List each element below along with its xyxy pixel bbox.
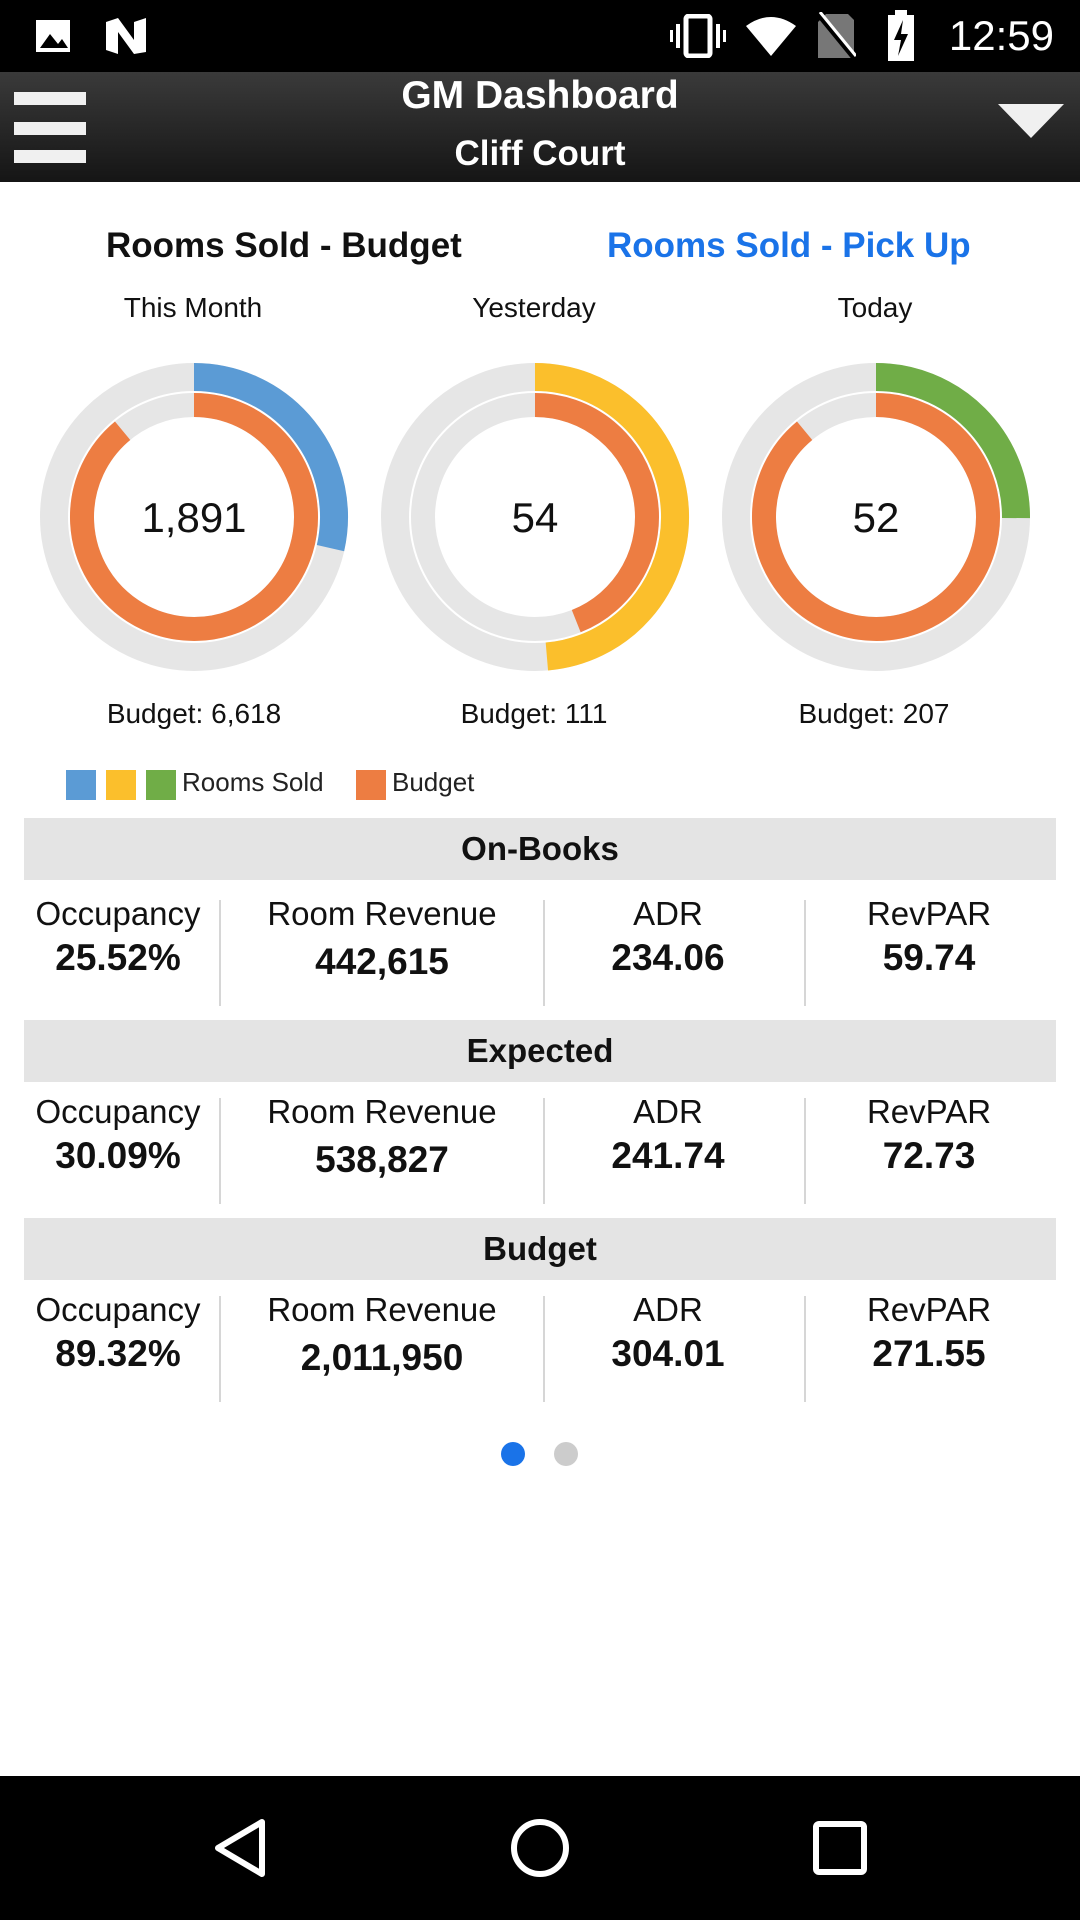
metric-occupancy: Occupancy 89.32%: [35, 1291, 201, 1374]
metric-room-revenue: Room Revenue 2,011,950: [267, 1291, 497, 1378]
page-indicator-dot-1[interactable]: [501, 1442, 525, 1466]
page-indicator-dot-2[interactable]: [554, 1442, 578, 1466]
donut-center-value: 52: [853, 494, 900, 541]
metric-occupancy: Occupancy 30.09%: [35, 1093, 201, 1176]
triangle-down-icon: [998, 104, 1064, 138]
back-icon: [215, 1819, 265, 1877]
back-button[interactable]: [190, 1798, 290, 1898]
budget-label-this-month: Budget: 6,618: [106, 698, 282, 729]
column-divider: [543, 900, 545, 1006]
metric-adr: ADR 304.01: [611, 1291, 725, 1374]
period-label-yesterday: Yesterday: [472, 292, 596, 323]
column-divider: [804, 1098, 806, 1204]
donut-center-value: 54: [512, 494, 559, 541]
donut-center-value: 1,891: [141, 494, 246, 541]
metric-occupancy: Occupancy 25.52%: [35, 895, 201, 978]
menu-button[interactable]: [14, 92, 88, 164]
n-logo-icon: [106, 18, 146, 54]
column-divider: [219, 1296, 221, 1402]
period-label-this-month: This Month: [123, 292, 263, 323]
tab-rooms-sold-pick-up[interactable]: Rooms Sold - Pick Up: [607, 226, 971, 265]
wifi-icon: [746, 17, 796, 56]
period-label-today: Today: [837, 292, 913, 323]
donut-charts: 1,891 54 52: [40, 363, 1031, 671]
app-header: GM Dashboard Cliff Court: [0, 72, 1080, 182]
legend-swatch-green: [146, 770, 176, 800]
metric-adr: ADR 241.74: [611, 1093, 725, 1176]
budget-label-yesterday: Budget: 111: [460, 698, 608, 729]
metric-room-revenue: Room Revenue 538,827: [267, 1093, 497, 1180]
rooms-sold-arc: [193, 363, 348, 552]
legend-swatch-orange: [356, 770, 386, 800]
no-sim-icon: [816, 12, 856, 60]
column-divider: [804, 1296, 806, 1402]
rooms-sold-arc: [534, 363, 689, 671]
budget-arc: [752, 393, 1000, 641]
legend-label-budget: Budget: [392, 767, 475, 797]
system-nav-bar: [0, 1776, 1080, 1920]
image-icon: [36, 20, 70, 52]
status-time: 12:59: [948, 12, 1054, 59]
metric-adr: ADR 234.06: [611, 895, 725, 978]
column-divider: [804, 900, 806, 1006]
property-dropdown-button[interactable]: [998, 102, 1064, 142]
battery-charging-icon: [888, 10, 914, 61]
legend-swatch-yellow: [106, 770, 136, 800]
metric-revpar: RevPAR 72.73: [866, 1093, 992, 1176]
column-divider: [219, 1098, 221, 1204]
home-button[interactable]: [490, 1798, 590, 1898]
column-divider: [219, 900, 221, 1006]
tab-rooms-sold-budget[interactable]: Rooms Sold - Budget: [106, 226, 462, 265]
metric-revpar: RevPAR 271.55: [866, 1291, 992, 1374]
section-header-expected: Expected: [24, 1020, 1056, 1082]
page-title: GM Dashboard: [401, 74, 679, 117]
rooms-sold-arc: [875, 363, 1031, 519]
section-header-budget: Budget: [24, 1218, 1056, 1280]
budget-arc: [70, 393, 318, 641]
legend-label-rooms-sold: Rooms Sold: [182, 767, 324, 797]
column-divider: [543, 1098, 545, 1204]
section-header-on-books: On-Books: [24, 818, 1056, 880]
home-icon: [511, 1819, 569, 1877]
legend-swatch-blue: [66, 770, 96, 800]
metric-room-revenue: Room Revenue 442,615: [267, 895, 497, 982]
dashboard-content: Rooms Sold - Budget Rooms Sold - Pick Up…: [0, 182, 1080, 1776]
status-bar: 12:59: [0, 0, 1080, 72]
budget-arc: [534, 393, 659, 633]
page-subtitle: Cliff Court: [454, 134, 626, 173]
recents-icon: [813, 1821, 867, 1875]
vibrate-icon: [670, 14, 726, 58]
budget-label-today: Budget: 207: [798, 698, 950, 729]
metric-revpar: RevPAR 59.74: [866, 895, 992, 978]
recents-button[interactable]: [790, 1798, 890, 1898]
column-divider: [543, 1296, 545, 1402]
